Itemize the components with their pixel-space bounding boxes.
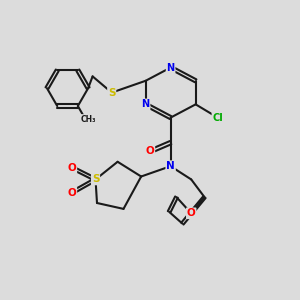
Text: S: S <box>108 88 116 98</box>
Text: Cl: Cl <box>212 112 223 123</box>
Text: O: O <box>187 208 196 218</box>
Text: N: N <box>142 99 150 110</box>
Text: O: O <box>68 188 76 198</box>
Text: S: S <box>92 174 99 184</box>
Text: N: N <box>166 161 175 171</box>
Text: O: O <box>146 146 154 157</box>
Text: N: N <box>167 63 175 73</box>
Text: O: O <box>68 163 76 173</box>
Text: CH₃: CH₃ <box>80 115 96 124</box>
